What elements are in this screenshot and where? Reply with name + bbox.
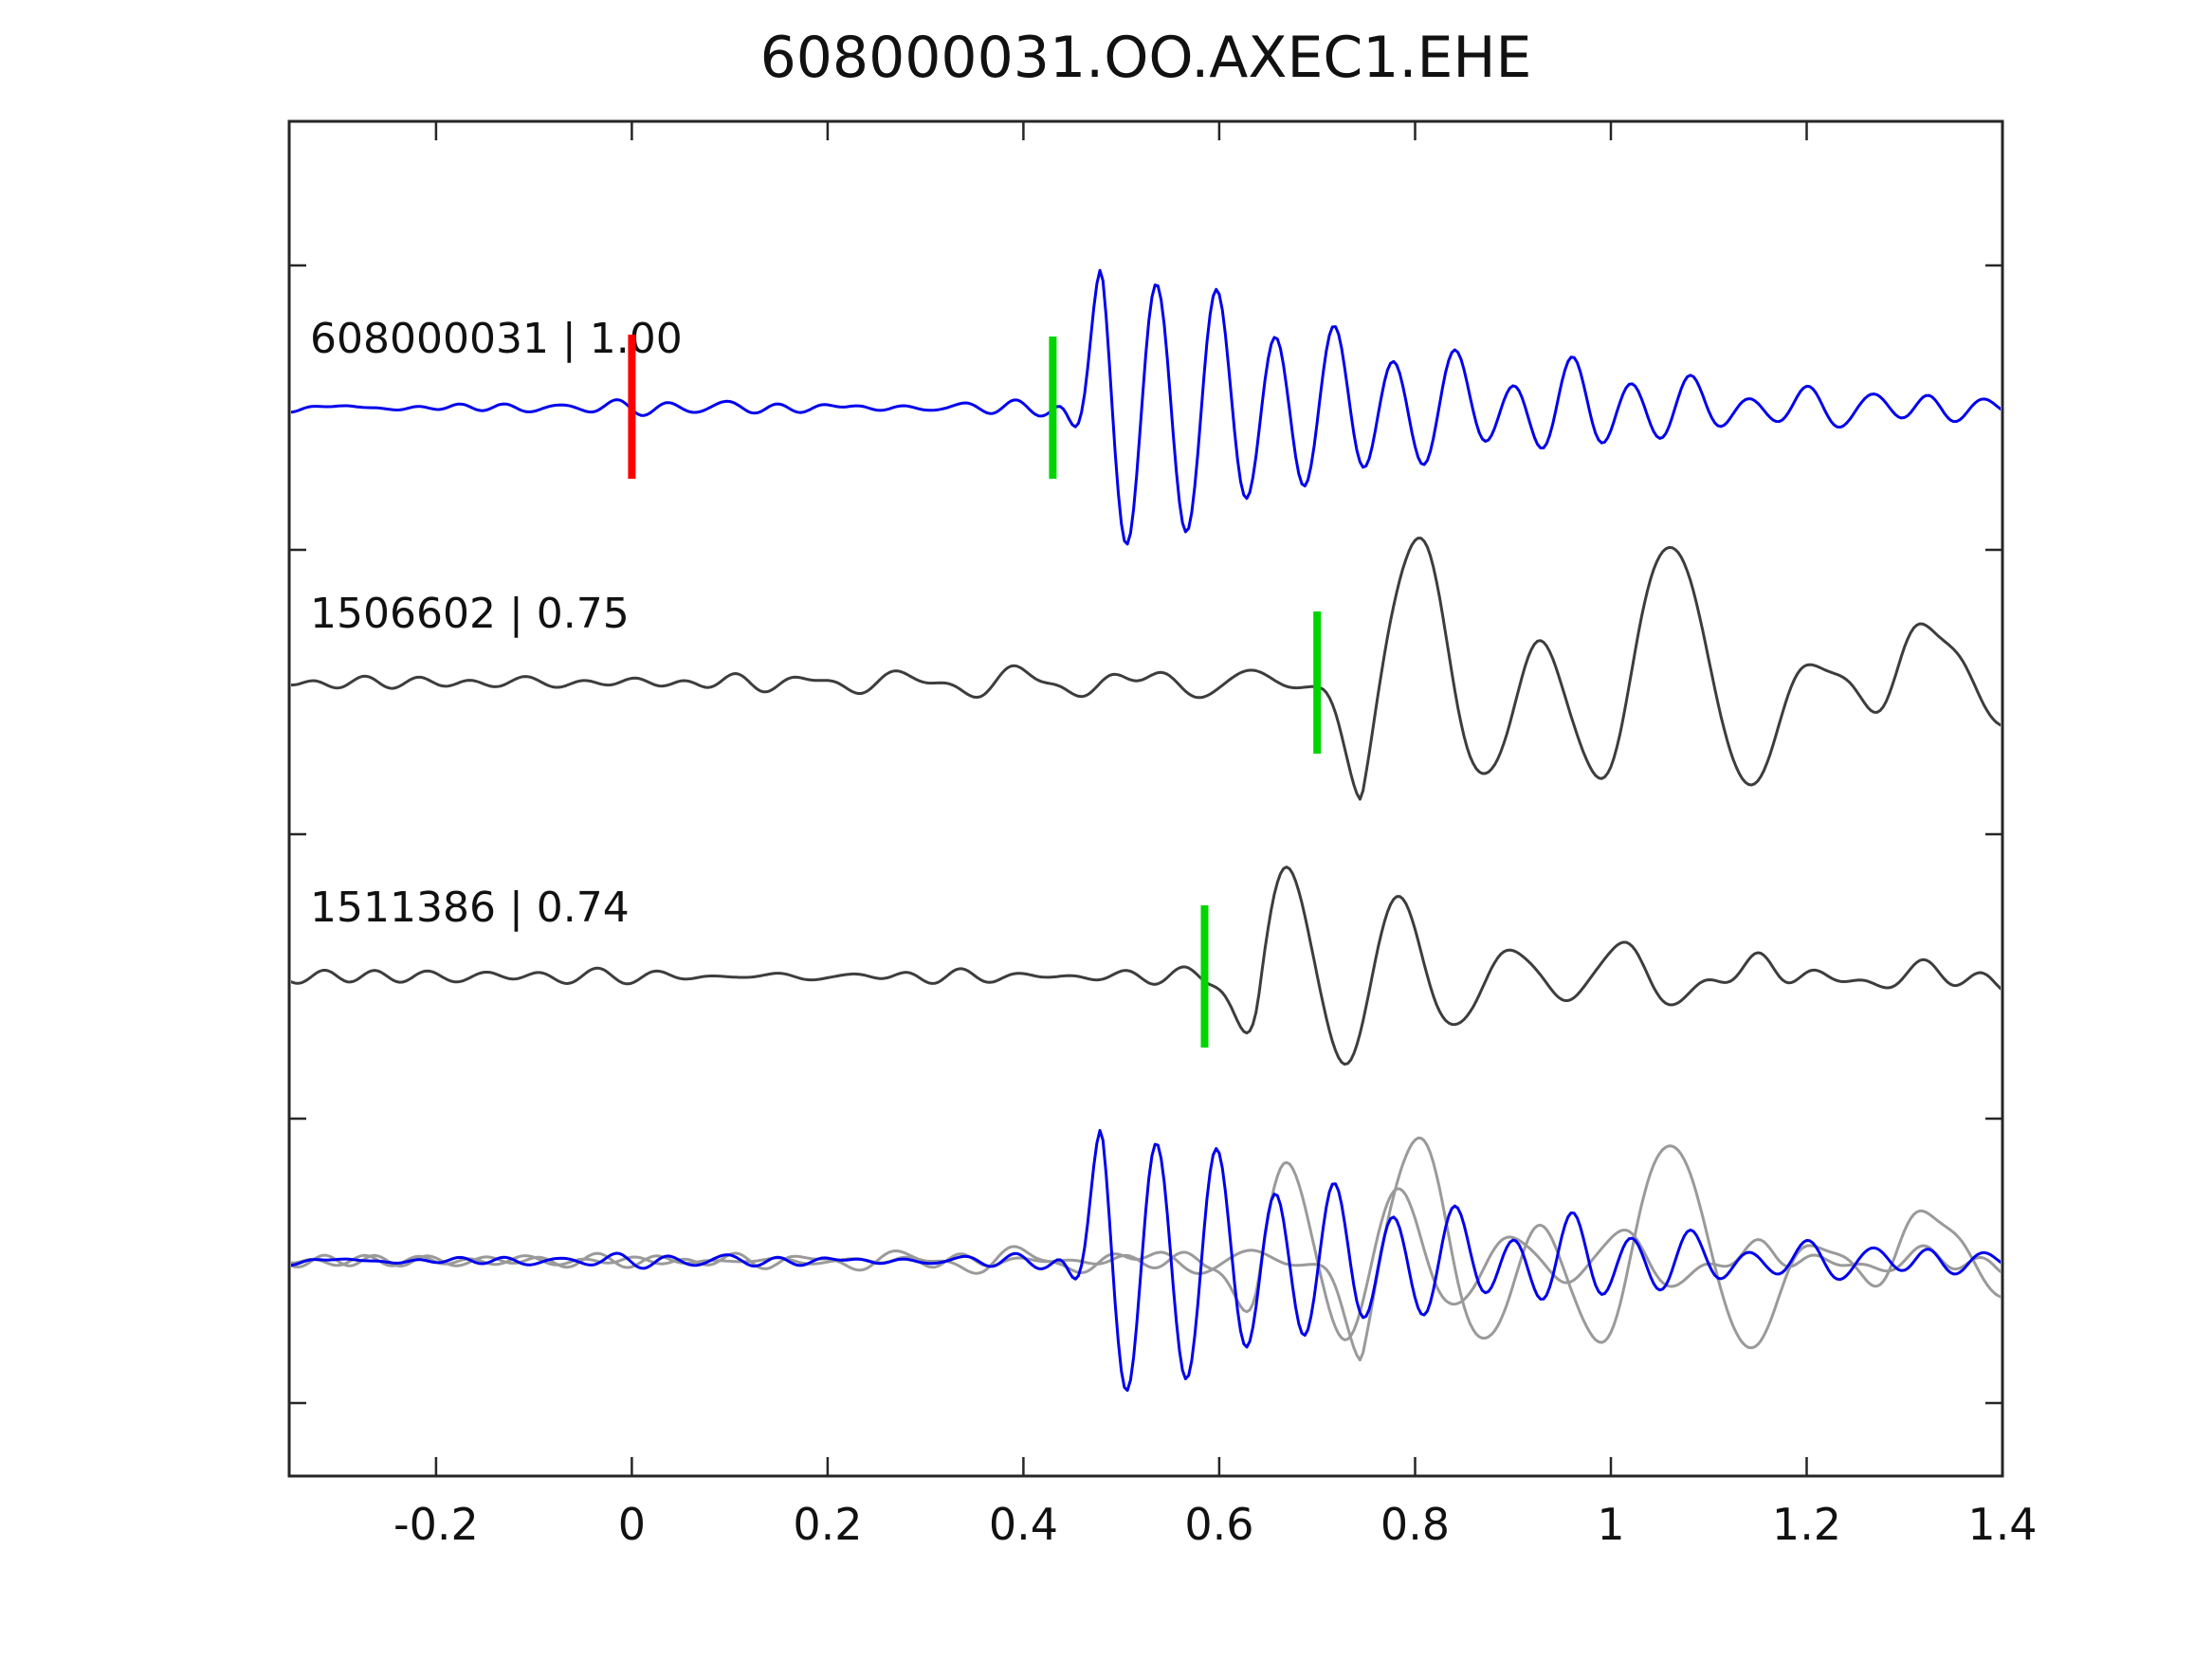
overlay-trace-1511386 xyxy=(291,1160,2001,1341)
pick-marker-608000031 xyxy=(1049,337,1057,479)
trace-1511386 xyxy=(291,866,2001,1066)
trace-label-1506602: 1506602 | 0.75 xyxy=(310,590,630,638)
x-tick-label: 0.2 xyxy=(793,1499,862,1550)
plot-border xyxy=(287,119,2004,1478)
pick-marker-1511386 xyxy=(1200,905,1209,1048)
x-tick-label: 0.6 xyxy=(1184,1499,1253,1550)
chart-title: 608000031.OO.AXEC1.EHE xyxy=(759,25,1532,91)
reference-marker-608000031 xyxy=(628,335,636,479)
traces-group xyxy=(291,268,2001,1393)
x-tick-label: 1 xyxy=(1597,1499,1624,1550)
pick-marker-1506602 xyxy=(1313,611,1322,754)
trace-label-608000031: 608000031 | 1.00 xyxy=(310,315,683,363)
x-tick-label: 0.8 xyxy=(1380,1499,1450,1550)
trace-label-1511386: 1511386 | 0.74 xyxy=(310,884,630,932)
x-tick-label: 0 xyxy=(618,1499,646,1550)
x-tick-label: 1.4 xyxy=(1967,1499,2037,1550)
x-tick-label: 1.2 xyxy=(1772,1499,1841,1550)
x-tick-label: 0.4 xyxy=(989,1499,1058,1550)
trace-608000031 xyxy=(291,268,2001,546)
trace-1506602 xyxy=(291,537,2001,801)
x-tick-label: -0.2 xyxy=(393,1499,479,1550)
overlay-trace-608000031 xyxy=(291,1128,2001,1393)
